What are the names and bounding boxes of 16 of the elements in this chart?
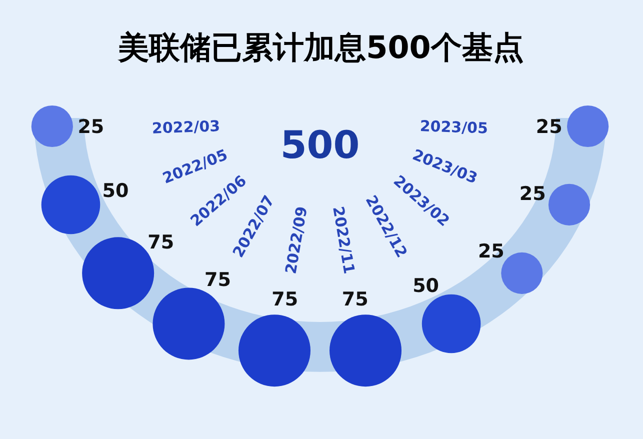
data-label: 75 xyxy=(148,231,174,254)
data-label: 25 xyxy=(519,182,546,205)
category-label: 2022/09 xyxy=(282,205,312,276)
data-label: 75 xyxy=(272,288,298,311)
text: 500 xyxy=(280,123,360,167)
data-label: 25 xyxy=(478,240,504,263)
data-label: 75 xyxy=(342,288,368,311)
data-label: 25 xyxy=(536,116,562,138)
category-label: 2022/03 xyxy=(152,117,220,138)
data-label: 50 xyxy=(102,180,129,202)
category-label: 2022/11 xyxy=(328,205,358,276)
category-label: 2023/05 xyxy=(420,117,488,138)
data-label: 25 xyxy=(78,116,104,138)
data-label: 50 xyxy=(412,274,440,297)
data-label: 75 xyxy=(204,269,231,292)
text: 美联储已累计加息500个基点 xyxy=(117,30,524,66)
